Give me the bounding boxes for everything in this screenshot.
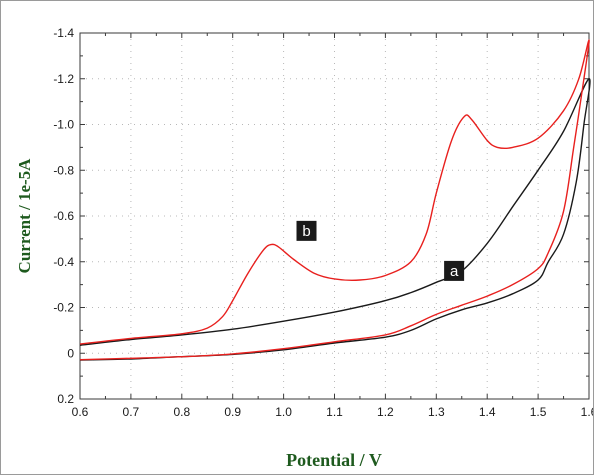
x-tick-label: 1.0 bbox=[275, 405, 292, 419]
y-tick-label: -0.6 bbox=[53, 209, 74, 223]
y-tick-label: -0.8 bbox=[53, 163, 74, 177]
x-tick-label: 0.7 bbox=[123, 405, 140, 419]
axis-ticks: 0.6 0.7 0.8 0.9 1.0 1.1 1.2 1.3 1.4 1.5 1.6 -1.4 -1.… bbox=[53, 26, 593, 419]
curve-label-b: b bbox=[296, 220, 317, 241]
curve-label-box bbox=[444, 260, 465, 281]
series-lines bbox=[79, 39, 591, 361]
y-tick-label: 0 bbox=[67, 346, 74, 360]
y-axis-title: Current / 1e-5A bbox=[15, 158, 34, 274]
x-tick-label: 1.1 bbox=[326, 405, 343, 419]
x-tick-label: 1.3 bbox=[428, 405, 445, 419]
y-tick-label: -1.4 bbox=[53, 26, 74, 40]
x-tick-label: 0.8 bbox=[173, 405, 190, 419]
x-tick-label: 0.6 bbox=[72, 405, 89, 419]
y-tick-label: 0.2 bbox=[57, 392, 74, 406]
y-tick-label: -0.4 bbox=[53, 255, 74, 269]
x-tick-label: 1.4 bbox=[479, 405, 496, 419]
curve-labels: ba bbox=[296, 220, 465, 281]
curve-label-text: a bbox=[450, 263, 459, 280]
curve-label-a: a bbox=[444, 260, 465, 281]
x-tick-label: 0.9 bbox=[224, 405, 241, 419]
series-b-line bbox=[79, 39, 590, 361]
y-tick-label: -1.0 bbox=[53, 118, 74, 132]
x-tick-label: 1.5 bbox=[530, 405, 547, 419]
y-tick-label: -0.2 bbox=[53, 301, 74, 315]
grid-lines bbox=[80, 33, 589, 399]
curve-label-box bbox=[296, 220, 317, 241]
series-a-line bbox=[79, 78, 591, 361]
x-tick-label: 1.2 bbox=[377, 405, 394, 419]
x-tick-label: 1.6 bbox=[581, 405, 593, 419]
curve-label-text: b bbox=[302, 223, 310, 240]
y-tick-label: -1.2 bbox=[53, 72, 74, 86]
x-axis-title: Potential / V bbox=[286, 450, 382, 470]
